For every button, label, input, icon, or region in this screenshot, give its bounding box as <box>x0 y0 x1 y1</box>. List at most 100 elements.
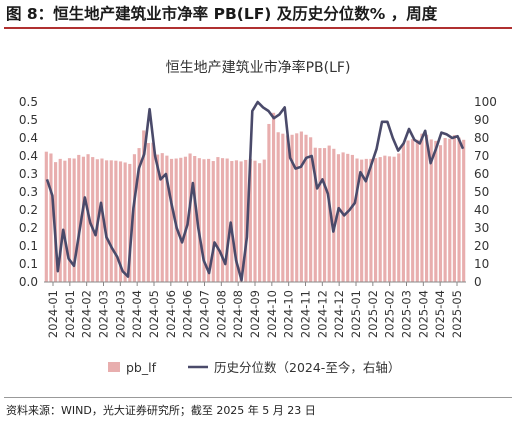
bar-pb-lf <box>165 155 169 282</box>
bar-pb-lf <box>355 158 359 282</box>
bar-pb-lf <box>58 158 62 282</box>
bar-pb-lf <box>234 160 239 282</box>
bar-pb-lf <box>114 160 118 282</box>
y-right-tick-label: 10 <box>474 257 489 271</box>
y-right-tick-label: 90 <box>474 113 489 127</box>
x-tick-label: 2024-03 <box>97 290 111 338</box>
bar-pb-lf <box>253 160 257 282</box>
bar-pb-lf <box>309 137 313 282</box>
bar-pb-lf <box>318 148 322 282</box>
y-left-tick-label: 0.5 <box>19 113 38 127</box>
x-tick-label: 2024-10 <box>265 290 279 338</box>
bar-pb-lf <box>271 112 276 282</box>
y-right-tick-label: 100 <box>474 95 497 109</box>
bar-pb-lf <box>425 134 429 282</box>
bar-pb-lf <box>346 153 350 282</box>
bar-pb-lf <box>193 156 197 282</box>
y-left-tick-label: 0.4 <box>19 149 38 163</box>
x-tick-label: 2025-02 <box>366 290 380 338</box>
bar-pb-lf <box>225 158 229 282</box>
y-right-tick-label: 70 <box>474 149 489 163</box>
bar-pb-lf <box>322 148 327 282</box>
bar-pb-lf <box>142 130 146 282</box>
y-left-tick-label: 0.2 <box>19 221 38 235</box>
y-axis-left: 0.0 0.1 0.1 0.2 0.2 0.3 0.3 0.4 0.4 0.5 0.5 <box>19 95 38 289</box>
x-tick-label: 2024-08 <box>231 290 245 338</box>
bar-pb-lf <box>434 140 438 282</box>
bar-pb-lf <box>160 153 164 282</box>
bar-pb-lf <box>332 148 336 282</box>
bar-pb-lf <box>67 158 72 282</box>
x-tick-label: 2024-01 <box>63 290 77 338</box>
x-tick-label: 2024-06 <box>181 290 195 338</box>
bar-pb-lf <box>443 138 447 282</box>
x-tick-label: 2024-07 <box>198 290 212 338</box>
line-series <box>45 100 465 282</box>
bar-pb-lf <box>230 161 234 282</box>
bar-pb-lf <box>448 138 452 282</box>
bar-pb-lf <box>146 143 150 282</box>
bar-pb-lf <box>49 153 53 282</box>
bar-pb-lf <box>72 158 76 282</box>
bar-pb-lf <box>429 139 433 282</box>
bar-pb-lf <box>109 160 113 282</box>
x-tick-label: 2024-10 <box>282 290 296 338</box>
bar-pb-lf <box>216 157 220 282</box>
x-tick-label: 2025-01 <box>349 290 363 338</box>
bar-pb-lf <box>462 139 466 282</box>
x-tick-label: 2024-02 <box>80 290 94 338</box>
bar-pb-lf <box>383 155 387 282</box>
bar-pb-lf <box>100 158 104 282</box>
bar-pb-lf <box>299 131 303 282</box>
bar-pb-lf <box>183 156 188 282</box>
bar-pb-lf <box>281 133 285 282</box>
y-right-tick-label: 20 <box>474 239 489 253</box>
bar-pb-lf <box>401 143 405 282</box>
bar-pb-lf <box>77 154 81 282</box>
bar-pb-lf <box>350 154 354 282</box>
bar-pb-lf <box>197 158 201 282</box>
legend-label-percentile: 历史分位数（2024-至今，右轴） <box>214 360 400 375</box>
y-left-tick-label: 0.5 <box>19 95 38 109</box>
bar-pb-lf <box>364 158 368 282</box>
bar-pb-lf <box>239 161 243 282</box>
bar-pb-lf <box>211 161 215 282</box>
x-tick-label: 2025-04 <box>416 290 430 338</box>
bar-pb-lf <box>44 151 48 282</box>
x-tick-label: 2024-09 <box>248 290 262 338</box>
y-right-tick-label: 50 <box>474 185 489 199</box>
y-axis-right: 0 10 20 30 40 50 60 70 80 90 100 <box>474 95 497 289</box>
legend-swatch-pb-lf <box>108 362 120 372</box>
y-left-tick-label: 0.1 <box>19 239 38 253</box>
source-divider <box>4 397 512 398</box>
line-percentile <box>45 100 465 282</box>
bar-pb-lf <box>151 142 155 282</box>
x-axis: 2024-01 2024-01 2024-02 2024-03 2024-03 2024-… <box>44 281 466 338</box>
x-tick-label: 2024-12 <box>315 290 329 338</box>
bar-pb-lf <box>132 154 137 282</box>
bar-pb-lf <box>128 163 132 282</box>
y-right-tick-label: 40 <box>474 203 489 217</box>
legend: pb_lf 历史分位数（2024-至今，右轴） <box>108 360 400 375</box>
bar-pb-lf <box>188 153 192 282</box>
bar-pb-lf <box>258 163 262 282</box>
bar-pb-lf <box>244 159 248 282</box>
x-tick-label: 2025-02 <box>383 290 397 338</box>
bar-pb-lf <box>304 134 308 282</box>
bar-pb-lf <box>123 162 127 282</box>
y-left-tick-label: 0.3 <box>19 185 38 199</box>
y-right-tick-label: 0 <box>474 275 482 289</box>
bar-pb-lf <box>457 137 461 282</box>
bar-pb-lf <box>438 145 443 282</box>
y-right-tick-label: 30 <box>474 221 489 235</box>
x-tick-label: 2025-03 <box>400 290 414 338</box>
source-note: 资料来源：WIND，光大证券研究所；截至 2025 年 5 月 23 日 <box>6 404 316 417</box>
bar-pb-lf <box>420 133 424 282</box>
x-tick-label: 2024-08 <box>214 290 228 338</box>
bar-pb-lf <box>169 158 174 282</box>
bar-pb-lf <box>392 156 396 282</box>
x-tick-label: 2024-11 <box>299 290 313 338</box>
x-tick-label: 2024-12 <box>332 290 346 338</box>
y-right-tick-label: 60 <box>474 167 489 181</box>
bar-pb-lf <box>81 156 85 282</box>
